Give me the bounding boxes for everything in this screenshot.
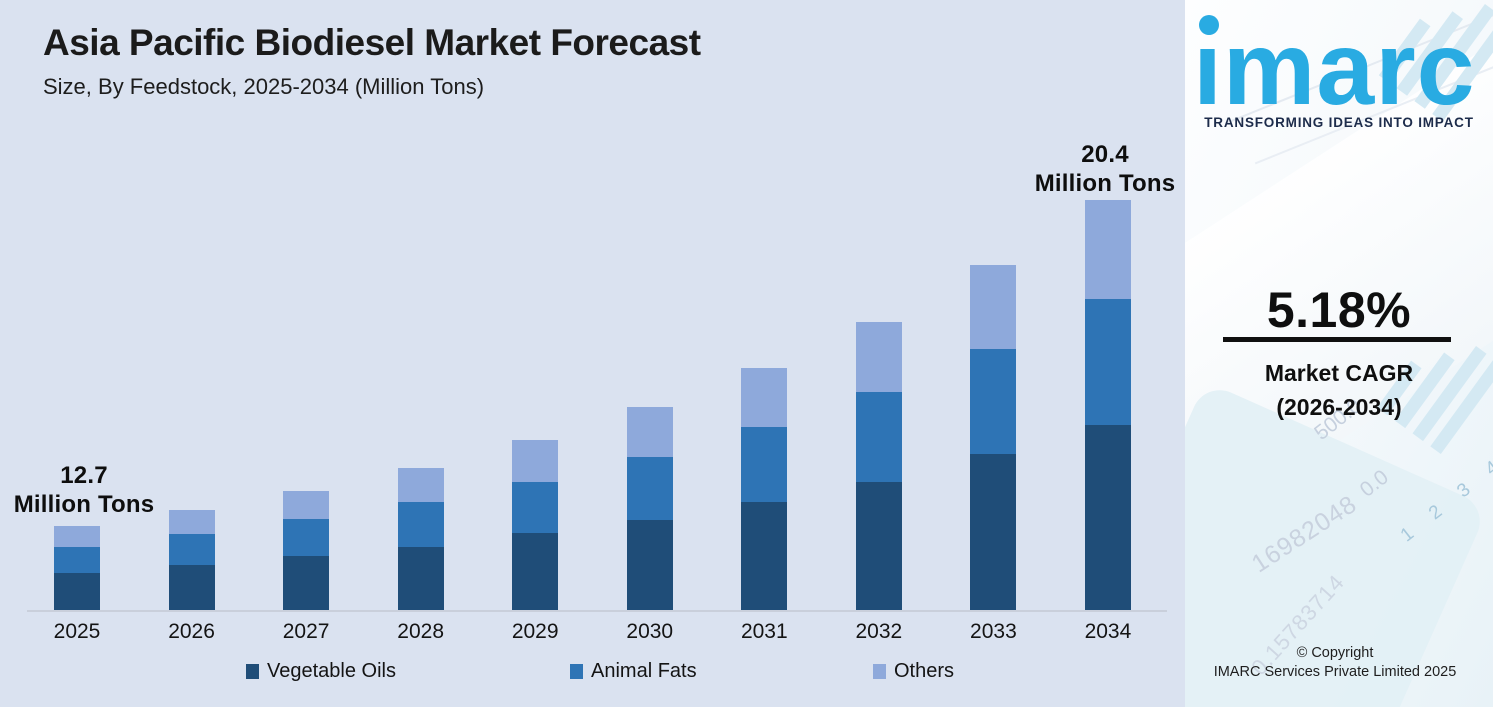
legend-label: Animal Fats <box>591 660 697 682</box>
annotation-2025-value: 12.7 <box>60 462 108 489</box>
bar-segment-vegetable-oils <box>1084 425 1131 610</box>
bar-segment-others <box>512 440 559 482</box>
x-tick-label-2033: 2033 <box>970 620 1017 643</box>
bar-segment-animal-fats <box>512 482 559 533</box>
legend-item-animal-fats: Animal Fats <box>570 660 697 683</box>
legend: Vegetable Oils Animal Fats Others <box>0 660 1185 694</box>
copyright-line2: IMARC Services Private Limited 2025 <box>1213 664 1457 680</box>
x-tick-label-2030: 2030 <box>626 620 674 643</box>
bar-segment-others <box>397 468 444 502</box>
annotation-2034-unit: Million Tons <box>1034 170 1176 197</box>
bar-segment-animal-fats <box>626 457 673 520</box>
stacked-bar-2029 <box>512 440 559 610</box>
annotation-2034: 20.4 Million Tons <box>1030 140 1180 198</box>
bar-segment-animal-fats <box>855 392 902 482</box>
bar-segment-others <box>855 322 902 392</box>
legend-item-vegetable-oils: Vegetable Oils <box>246 660 396 683</box>
bar-segment-animal-fats <box>1084 299 1131 425</box>
legend-marker-icon <box>246 664 259 679</box>
copyright-line1: © Copyright <box>1296 645 1374 661</box>
bar-segment-vegetable-oils <box>512 533 559 610</box>
x-tick-label-2026: 2026 <box>168 620 215 643</box>
bar-segment-others <box>741 368 788 427</box>
bar-segment-vegetable-oils <box>168 565 215 610</box>
stacked-bar-2034 <box>1084 200 1131 610</box>
chart-subtitle: Size, By Feedstock, 2025-2034 (Million T… <box>43 74 485 99</box>
stacked-bar-2031 <box>741 368 788 610</box>
legend-item-others: Others <box>873 660 954 683</box>
stacked-bar-2026 <box>168 510 215 610</box>
x-tick-label-2029: 2029 <box>511 620 559 643</box>
legend-label: Vegetable Oils <box>267 660 396 682</box>
bar-segment-vegetable-oils <box>855 482 902 610</box>
x-tick-label-2032: 2032 <box>855 620 903 643</box>
bar-segment-others <box>168 510 215 534</box>
annotation-2034-value: 20.4 <box>1081 141 1129 168</box>
bar-segment-vegetable-oils <box>741 502 788 610</box>
legend-label: Others <box>894 660 955 682</box>
bar-segment-animal-fats <box>54 547 100 573</box>
legend-marker-icon <box>873 664 886 679</box>
bar-segment-animal-fats <box>970 349 1017 454</box>
bar-segment-vegetable-oils <box>626 520 673 610</box>
stacked-bar-2032 <box>855 322 902 610</box>
chart-title: Asia Pacific Biodiesel Market Forecast <box>43 22 701 63</box>
imarc-logo-dot-icon <box>1199 15 1219 35</box>
bar-segment-vegetable-oils <box>397 547 444 610</box>
bar-segment-others <box>626 407 673 457</box>
bar-segment-animal-fats <box>741 427 788 502</box>
bar-segment-animal-fats <box>283 519 330 556</box>
bar-segment-others <box>54 526 100 547</box>
stacked-bar-2030 <box>626 407 673 610</box>
x-tick-label-2027: 2027 <box>282 620 330 643</box>
stacked-bar-2028 <box>397 468 444 610</box>
bar-segment-vegetable-oils <box>283 556 330 610</box>
stacked-bar-2027 <box>283 491 330 610</box>
x-tick-label-2028: 2028 <box>397 620 444 643</box>
bar-segment-vegetable-oils <box>970 454 1017 610</box>
bar-segment-others <box>970 265 1017 349</box>
cagr-period: (2026-2034) <box>1276 394 1402 420</box>
brand-panel: 500.0 0.0 1 2 3 4 16982048 0.15783714 ımarc … <box>1185 0 1493 707</box>
bar-segment-others <box>283 491 330 519</box>
x-tick-label-2034: 2034 <box>1084 620 1132 643</box>
x-tick-label-2031: 2031 <box>740 620 788 643</box>
imarc-tagline: TRANSFORMING IDEAS INTO IMPACT <box>1204 115 1474 130</box>
cagr-label: Market CAGR <box>1264 360 1414 386</box>
legend-marker-icon <box>570 664 583 679</box>
bar-segment-others <box>1084 200 1131 299</box>
x-axis-line <box>27 610 1167 612</box>
stacked-bar-2033 <box>970 265 1017 610</box>
cagr-value: 5.18% <box>1266 282 1412 338</box>
bar-segment-vegetable-oils <box>54 573 100 610</box>
x-tick-label-2025: 2025 <box>53 620 101 643</box>
annotation-2025: 12.7 Million Tons <box>9 461 159 519</box>
stacked-bar-2025 <box>54 526 100 610</box>
bar-segment-animal-fats <box>397 502 444 547</box>
imarc-logo: ımarc <box>1193 11 1476 127</box>
annotation-2025-unit: Million Tons <box>13 491 155 518</box>
cagr-underline <box>1223 337 1451 342</box>
bar-segment-animal-fats <box>168 534 215 565</box>
